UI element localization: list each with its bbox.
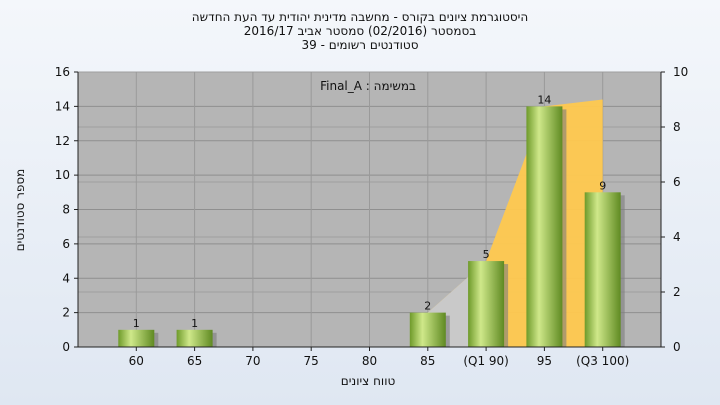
x-axis-label: טווח ציונים — [341, 374, 396, 388]
data-label: 9 — [599, 179, 606, 192]
y2-tick-label: 4 — [673, 230, 681, 244]
chart-title: היסטוגרמת ציונים בקורס - מחשבה מדינית יה… — [191, 10, 529, 24]
data-label: 2 — [424, 300, 431, 313]
y-tick-label: 2 — [62, 306, 70, 320]
data-label: 14 — [537, 93, 551, 106]
y2-tick-label: 6 — [673, 175, 681, 189]
y-tick-label: 16 — [55, 65, 70, 79]
y2-tick-label: 8 — [673, 120, 681, 134]
x-tick-label: 95 — [537, 354, 552, 368]
y-tick-label: 12 — [55, 134, 70, 148]
y-tick-label: 6 — [62, 237, 70, 251]
x-tick-label: (Q3 100) — [576, 354, 629, 368]
x-tick-label: 85 — [420, 354, 435, 368]
x-tick-label: 75 — [304, 354, 319, 368]
y-axis-label: מספר סטודנטים — [13, 169, 27, 252]
y2-axis-ticks: 0 2 4 6 8 10 — [661, 65, 688, 354]
x-tick-label: 60 — [129, 354, 144, 368]
bar — [584, 192, 621, 347]
y-tick-label: 4 — [62, 271, 70, 285]
x-tick-label: 65 — [187, 354, 202, 368]
data-label: 5 — [483, 248, 490, 261]
x-tick-label: 80 — [362, 354, 377, 368]
bar — [526, 106, 563, 347]
chart-subtitle-2: סטודנטים רשומים - 39 — [301, 38, 419, 52]
y2-tick-label: 2 — [673, 285, 681, 299]
y-tick-label: 10 — [55, 168, 70, 182]
y-tick-label: 8 — [62, 203, 70, 217]
annotation-text: במשימה : Final_A — [320, 79, 416, 93]
y-tick-label: 14 — [55, 99, 70, 113]
chart-subtitle: בסמסטר (02/2016) סמסטר אביב 2016/17 — [243, 24, 477, 38]
y-tick-label: 0 — [62, 340, 70, 354]
data-labels: 1 1 2 5 14 9 — [133, 93, 606, 329]
y2-tick-label: 10 — [673, 65, 688, 79]
x-tick-label: (Q1 90) — [463, 354, 509, 368]
data-label: 1 — [133, 317, 140, 330]
bar — [409, 312, 446, 347]
bars — [118, 106, 625, 347]
y-axis-ticks: 0 2 4 6 8 10 12 14 16 — [55, 65, 78, 354]
y2-tick-label: 0 — [673, 340, 681, 354]
bar — [118, 329, 155, 347]
x-tick-label: 70 — [245, 354, 260, 368]
bar — [468, 261, 505, 347]
bar — [176, 329, 213, 347]
x-axis-ticks: 60 65 70 75 80 85 (Q1 90) 95 (Q3 100) — [129, 347, 629, 368]
data-label: 1 — [191, 317, 198, 330]
